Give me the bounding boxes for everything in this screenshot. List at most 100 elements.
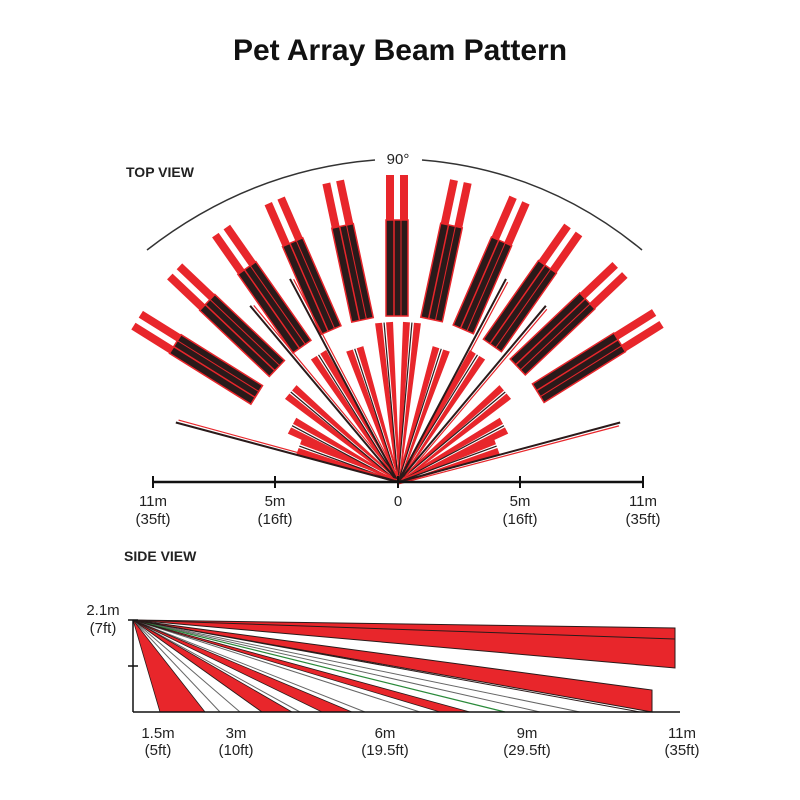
beam-line [249,265,306,345]
beam [397,346,440,483]
beam [310,355,399,483]
beam-line [399,281,509,484]
beam-group [397,346,450,483]
scale-label: (19.5ft) [361,742,409,759]
beam [277,196,303,241]
beam [132,619,653,713]
beam [223,224,256,267]
beam-line [397,348,442,483]
beam-group [375,321,400,483]
beam-group [482,223,583,353]
beam-line [540,345,623,398]
beam [346,349,399,483]
beam [375,322,399,483]
scale-label: (5ft) [145,742,172,759]
scale-label: (10ft) [218,742,253,759]
beam-line [295,240,336,329]
beam-line [397,425,505,483]
scale-label: 5m [265,493,286,510]
beam [284,393,399,483]
beam-line [132,619,541,713]
top-beams [131,175,664,485]
beam [419,222,464,323]
beam [397,350,476,483]
beam-line [132,619,221,713]
beam-line [345,224,367,320]
beam-group [212,224,313,354]
beam-group [452,195,530,335]
beam-line [466,242,506,332]
beam [385,219,409,317]
beam [397,385,504,483]
beam-line [318,354,399,483]
beam-line [132,619,676,640]
beam-group [419,179,472,323]
scale-label: 0 [394,493,402,510]
beam-line [289,243,329,332]
beam [397,417,504,483]
beam [579,261,618,299]
scale-label: (35ft) [625,511,660,528]
beam-line [338,226,361,321]
scale-label: (35ft) [135,511,170,528]
beam-line [204,304,276,372]
height-label: 2.1m [86,602,119,619]
scale-label: (35ft) [664,742,699,759]
side-beams [132,619,676,713]
beam-line [132,619,506,713]
scale-label: 6m [375,725,396,742]
beam [400,175,408,220]
beam-group [175,419,399,483]
beam-line [397,445,497,483]
beam [386,175,394,220]
scale-label: (16ft) [257,511,292,528]
beam [589,272,628,309]
beam-line [434,226,456,321]
beam [296,447,399,483]
beam-line [397,305,547,483]
beam-line [489,264,546,345]
beam-group [397,421,621,485]
beam-line [459,239,500,329]
beam-line [399,308,548,484]
beam [398,355,486,484]
beam-line [290,391,399,483]
height-label: (7ft) [90,620,117,637]
beam-line [495,268,552,349]
beam [138,310,182,342]
beam [292,417,399,482]
beam [397,321,410,483]
beam [292,385,400,482]
beam-line [132,619,641,713]
beam [504,201,530,246]
beam-group [346,346,400,483]
beam-group [284,385,400,483]
beam [131,322,174,354]
beam [509,291,596,377]
beam-line [173,345,256,399]
beam [621,321,664,352]
side-scale: 1.5m(5ft) 3m(10ft) 6m(19.5ft) 9m(29.5ft) 11m… [141,725,699,759]
beam-line [253,305,400,482]
beam [132,619,676,669]
beam [386,321,400,482]
beam-group [509,261,628,377]
beam-line [515,298,586,366]
beam [198,293,286,378]
beam-group [249,305,400,483]
beam-line [249,305,399,483]
beam-line [293,279,401,482]
beam [356,346,400,482]
beam-group [397,305,548,484]
scale-label: 9m [517,725,538,742]
beam-line [289,278,399,483]
top-scale: 11m(35ft)5m(16ft)0 5m(16ft)11m(35ft) [135,476,661,528]
side-view-label: SIDE VIEW [124,548,197,564]
beam [440,179,458,225]
beam [397,437,496,483]
beam [212,232,245,275]
beam-line [397,278,507,483]
beam-group [397,321,421,483]
beam [538,223,571,266]
